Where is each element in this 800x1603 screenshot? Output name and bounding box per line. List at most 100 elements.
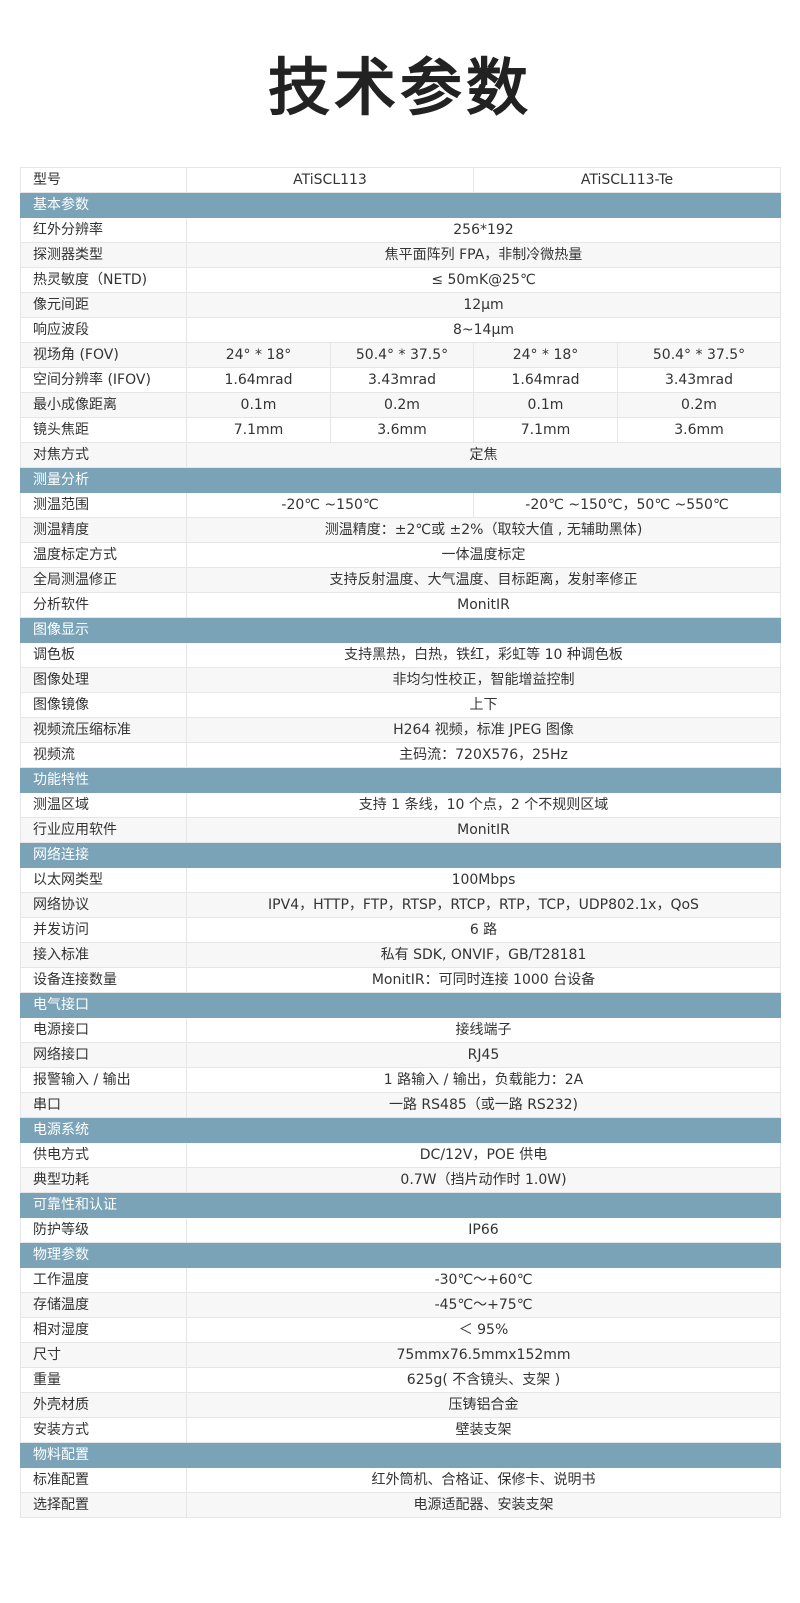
spec-label: 热灵敏度（NETD): [20, 267, 187, 293]
spec-value: 红外筒机、合格证、保修卡、说明书: [186, 1467, 781, 1493]
spec-row: 热灵敏度（NETD) ≤ 50mK@25℃: [20, 267, 781, 293]
spec-label: 工作温度: [20, 1267, 187, 1293]
spec-value: 7.1mm: [186, 417, 331, 443]
spec-label: 像元间距: [20, 292, 187, 318]
spec-row: 温度标定方式 一体温度标定: [20, 542, 781, 568]
spec-label: 调色板: [20, 642, 187, 668]
spec-row: 探测器类型 焦平面阵列 FPA，非制冷微热量: [20, 242, 781, 268]
spec-row: 调色板 支持黑热，白热，铁红，彩虹等 10 种调色板: [20, 642, 781, 668]
section-header: 电源系统: [20, 1117, 781, 1143]
model-label: 型号: [20, 167, 187, 193]
section-title: 图像显示: [20, 617, 781, 643]
spec-value: ≤ 50mK@25℃: [186, 267, 781, 293]
spec-value: 压铸铝合金: [186, 1392, 781, 1418]
spec-row: 图像镜像 上下: [20, 692, 781, 718]
section-title: 物理参数: [20, 1242, 781, 1268]
spec-value: 0.2m: [617, 392, 781, 418]
spec-value: MonitIR: [186, 817, 781, 843]
spec-row: 像元间距 12μm: [20, 292, 781, 318]
section-header: 物料配置: [20, 1442, 781, 1468]
spec-label: 视频流压缩标准: [20, 717, 187, 743]
spec-label: 分析软件: [20, 592, 187, 618]
spec-label: 最小成像距离: [20, 392, 187, 418]
spec-label: 选择配置: [20, 1492, 187, 1518]
spec-value: 24° * 18°: [473, 342, 618, 368]
spec-value: 75mmx76.5mmx152mm: [186, 1342, 781, 1368]
section-header: 可靠性和认证: [20, 1192, 781, 1218]
spec-value: IPV4，HTTP，FTP，RTSP，RTCP，RTP，TCP，UDP802.1…: [186, 892, 781, 918]
spec-label: 重量: [20, 1367, 187, 1393]
section-header: 物理参数: [20, 1242, 781, 1268]
spec-value: -20℃ ~150℃: [186, 492, 474, 518]
spec-value: 0.1m: [186, 392, 331, 418]
spec-value: 625g( 不含镜头、支架 ): [186, 1367, 781, 1393]
spec-label: 串口: [20, 1092, 187, 1118]
spec-value: MonitIR: [186, 592, 781, 618]
spec-label: 尺寸: [20, 1342, 187, 1368]
model-name: ATiSCL113: [186, 167, 474, 193]
spec-value: 3.6mm: [330, 417, 474, 443]
spec-row: 红外分辨率 256*192: [20, 217, 781, 243]
spec-value: 1.64mrad: [186, 367, 331, 393]
section-title: 电气接口: [20, 992, 781, 1018]
spec-row: 安装方式 壁装支架: [20, 1417, 781, 1443]
section-title: 可靠性和认证: [20, 1192, 781, 1218]
spec-label: 安装方式: [20, 1417, 187, 1443]
spec-row: 典型功耗 0.7W（挡片动作时 1.0W): [20, 1167, 781, 1193]
spec-row: 外壳材质 压铸铝合金: [20, 1392, 781, 1418]
section-header: 图像显示: [20, 617, 781, 643]
spec-value: H264 视频，标准 JPEG 图像: [186, 717, 781, 743]
spec-row: 报警输入 / 输出 1 路输入 / 输出，负载能力：2A: [20, 1067, 781, 1093]
spec-value: 1 路输入 / 输出，负载能力：2A: [186, 1067, 781, 1093]
spec-value: 接线端子: [186, 1017, 781, 1043]
spec-row: 串口 一路 RS485（或一路 RS232): [20, 1092, 781, 1118]
spec-value: 一体温度标定: [186, 542, 781, 568]
spec-row: 测温精度 测温精度：±2℃或 ±2%（取较大值 , 无辅助黑体): [20, 517, 781, 543]
section-title: 功能特性: [20, 767, 781, 793]
spec-row: 以太网类型 100Mbps: [20, 867, 781, 893]
section-header: 功能特性: [20, 767, 781, 793]
spec-row: 镜头焦距 7.1mm 3.6mm 7.1mm 3.6mm: [20, 417, 781, 443]
spec-value: -30℃～+60℃: [186, 1267, 781, 1293]
spec-row: 选择配置 电源适配器、安装支架: [20, 1492, 781, 1518]
spec-row: 尺寸 75mmx76.5mmx152mm: [20, 1342, 781, 1368]
spec-value: 主码流：720X576，25Hz: [186, 742, 781, 768]
spec-value: 支持黑热，白热，铁红，彩虹等 10 种调色板: [186, 642, 781, 668]
spec-value: 256*192: [186, 217, 781, 243]
spec-value: -20℃ ~150℃，50℃ ~550℃: [473, 492, 781, 518]
section-header: 测量分析: [20, 467, 781, 493]
model-header-row: 型号 ATiSCL113 ATiSCL113-Te: [20, 167, 781, 193]
spec-label: 视场角 (FOV): [20, 342, 187, 368]
spec-value: 定焦: [186, 442, 781, 468]
spec-row: 防护等级 IP66: [20, 1217, 781, 1243]
spec-value: 私有 SDK, ONVIF，GB/T28181: [186, 942, 781, 968]
spec-value: 电源适配器、安装支架: [186, 1492, 781, 1518]
spec-row: 网络协议 IPV4，HTTP，FTP，RTSP，RTCP，RTP，TCP，UDP8…: [20, 892, 781, 918]
spec-value: DC/12V，POE 供电: [186, 1142, 781, 1168]
spec-label: 温度标定方式: [20, 542, 187, 568]
spec-label: 相对湿度: [20, 1317, 187, 1343]
spec-row: 测温区域 支持 1 条线，10 个点，2 个不规则区域: [20, 792, 781, 818]
spec-table: 型号 ATiSCL113 ATiSCL113-Te 基本参数 红外分辨率 256*1…: [20, 167, 781, 1518]
spec-row: 重量 625g( 不含镜头、支架 ): [20, 1367, 781, 1393]
spec-label: 防护等级: [20, 1217, 187, 1243]
spec-value: 1.64mrad: [473, 367, 618, 393]
spec-row: 接入标准 私有 SDK, ONVIF，GB/T28181: [20, 942, 781, 968]
spec-row: 并发访问 6 路: [20, 917, 781, 943]
spec-label: 空间分辨率 (IFOV): [20, 367, 187, 393]
spec-value: 支持 1 条线，10 个点，2 个不规则区域: [186, 792, 781, 818]
spec-value: 100Mbps: [186, 867, 781, 893]
spec-row: 设备连接数量 MonitIR：可同时连接 1000 台设备: [20, 967, 781, 993]
spec-row: 测温范围 -20℃ ~150℃ -20℃ ~150℃，50℃ ~550℃: [20, 492, 781, 518]
spec-value: 测温精度：±2℃或 ±2%（取较大值 , 无辅助黑体): [186, 517, 781, 543]
spec-label: 图像处理: [20, 667, 187, 693]
spec-label: 存储温度: [20, 1292, 187, 1318]
spec-value: 12μm: [186, 292, 781, 318]
spec-label: 探测器类型: [20, 242, 187, 268]
spec-value: 0.2m: [330, 392, 474, 418]
spec-label: 全局测温修正: [20, 567, 187, 593]
spec-row: 标准配置 红外筒机、合格证、保修卡、说明书: [20, 1467, 781, 1493]
spec-row: 电源接口 接线端子: [20, 1017, 781, 1043]
spec-value: 0.7W（挡片动作时 1.0W): [186, 1167, 781, 1193]
spec-label: 报警输入 / 输出: [20, 1067, 187, 1093]
